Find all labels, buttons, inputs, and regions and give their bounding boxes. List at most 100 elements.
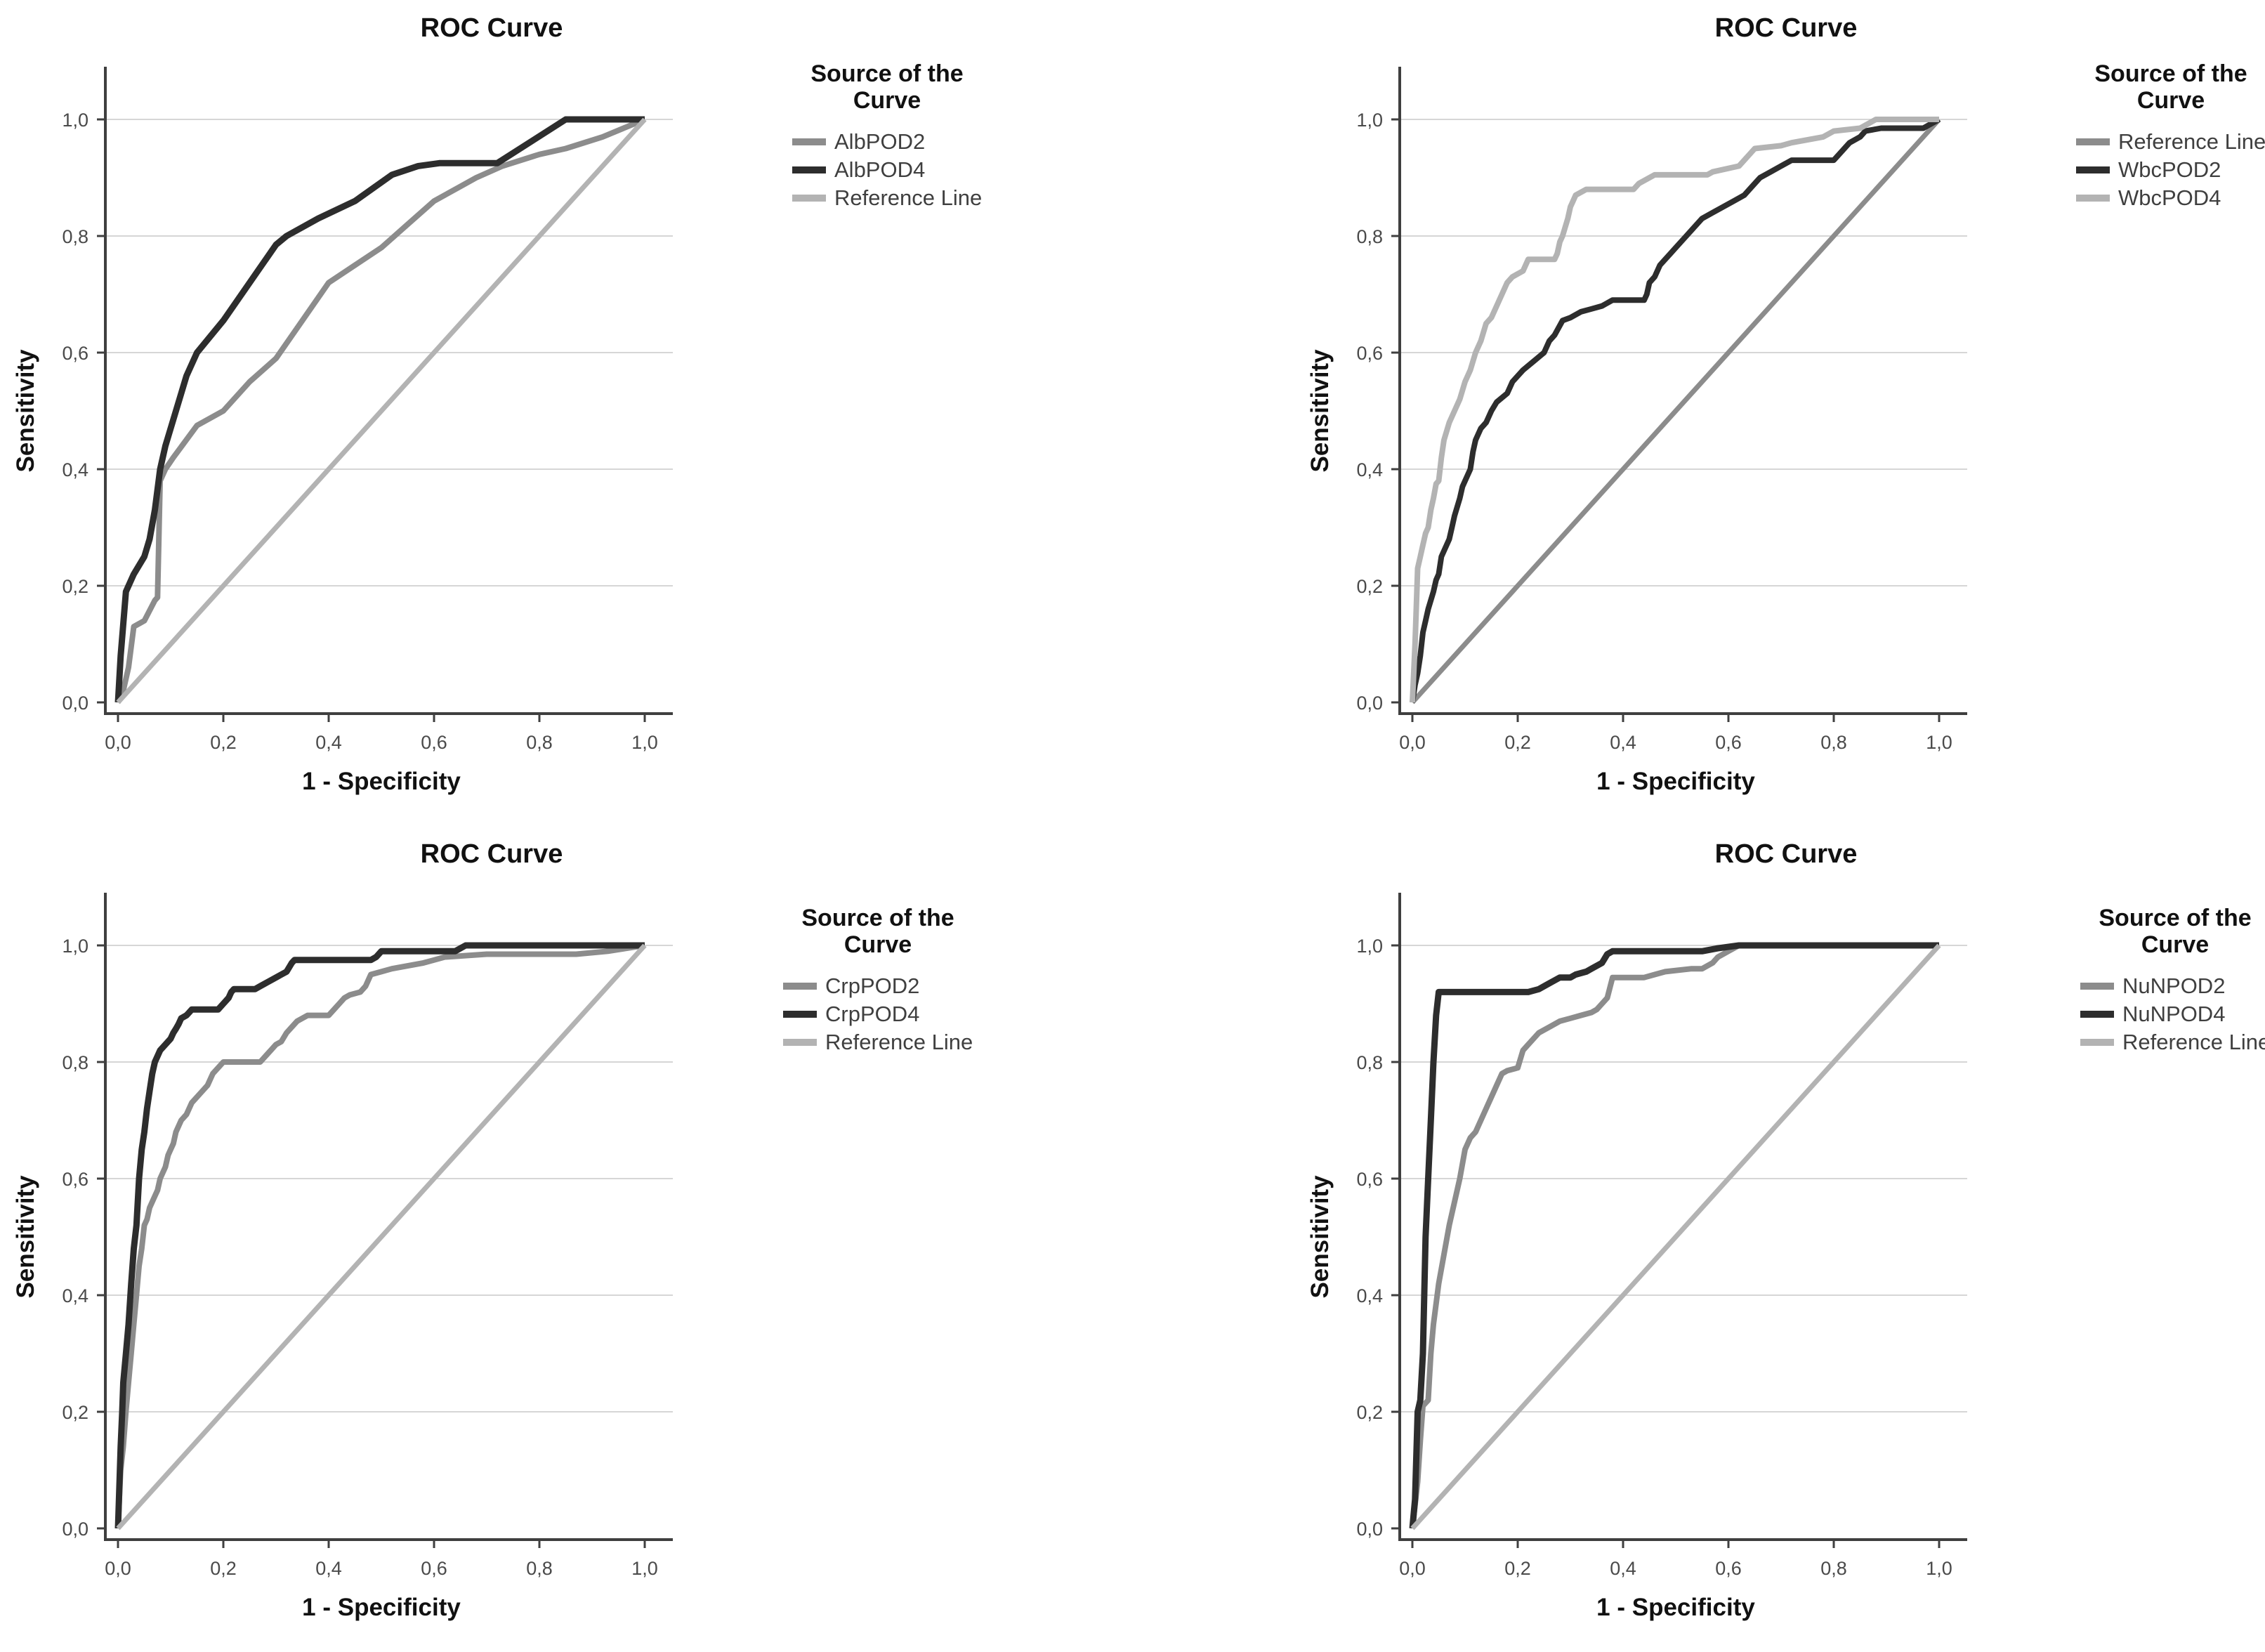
svg-text:0,6: 0,6: [1356, 1169, 1383, 1190]
svg-text:ROC Curve: ROC Curve: [421, 839, 563, 869]
svg-text:0,8: 0,8: [526, 1558, 553, 1579]
legend-item: NuNPOD4: [2080, 1000, 2265, 1028]
svg-text:0,0: 0,0: [105, 732, 131, 753]
svg-text:Sensitivity: Sensitivity: [12, 1175, 39, 1299]
svg-text:0,4: 0,4: [62, 1285, 88, 1306]
svg-text:0,0: 0,0: [62, 693, 88, 714]
svg-text:0,4: 0,4: [62, 459, 88, 480]
svg-text:0,0: 0,0: [1356, 693, 1383, 714]
svg-text:ROC Curve: ROC Curve: [1715, 13, 1858, 43]
legend-line-swatch-icon: [792, 138, 826, 145]
svg-text:1,0: 1,0: [1926, 732, 1952, 753]
roc-plot-canvas-albumin: 0,0 0,2 0,4 0,6 0,8 1,0 0,0 0,2 0,4 0,6 0,8 1,0 ROC …: [12, 13, 673, 795]
svg-text:0,0: 0,0: [1399, 732, 1426, 753]
svg-text:0,2: 0,2: [1356, 1402, 1383, 1423]
svg-text:1,0: 1,0: [1926, 1558, 1952, 1579]
svg-text:0,0: 0,0: [105, 1558, 131, 1579]
legend-line-swatch-icon: [2080, 1039, 2114, 1046]
legend-title: Source of the Curve: [2099, 905, 2252, 958]
svg-text:1 - Specificity: 1 - Specificity: [302, 768, 461, 795]
svg-text:0,2: 0,2: [1356, 576, 1383, 597]
legend-line-swatch-icon: [2076, 166, 2110, 173]
svg-text:1 - Specificity: 1 - Specificity: [1596, 768, 1755, 795]
legend-label: CrpPOD4: [825, 1002, 920, 1026]
legend-item: WbcPOD2: [2076, 156, 2265, 184]
legend-label: AlbPOD2: [834, 129, 926, 154]
svg-text:0,8: 0,8: [62, 1052, 88, 1073]
svg-text:0,2: 0,2: [210, 1558, 237, 1579]
svg-text:0,4: 0,4: [1610, 732, 1636, 753]
svg-text:1,0: 1,0: [631, 1558, 658, 1579]
legend-line-swatch-icon: [783, 983, 817, 990]
legend-title: Source of the Curve: [810, 60, 964, 114]
legend-item: AlbPOD4: [792, 156, 982, 184]
legend-label: WbcPOD4: [2118, 185, 2221, 210]
svg-text:0,8: 0,8: [62, 226, 88, 247]
svg-text:0,8: 0,8: [1356, 226, 1383, 247]
svg-text:0,6: 0,6: [421, 732, 447, 753]
legend-title: Source of the Curve: [2094, 60, 2247, 114]
legend-wbc: Source of the Curve Reference Line WbcPO…: [2076, 60, 2265, 212]
svg-text:1,0: 1,0: [62, 110, 88, 131]
svg-text:ROC Curve: ROC Curve: [421, 13, 563, 43]
svg-text:0,8: 0,8: [1820, 1558, 1847, 1579]
svg-text:0,4: 0,4: [1356, 1285, 1383, 1306]
legend-line-swatch-icon: [792, 195, 826, 202]
svg-text:0,0: 0,0: [62, 1519, 88, 1540]
legend-item: CrpPOD4: [783, 1000, 973, 1028]
legend-line-swatch-icon: [783, 1011, 817, 1018]
svg-text:0,4: 0,4: [1610, 1558, 1636, 1579]
svg-text:0,6: 0,6: [62, 343, 88, 364]
legend-item: CrpPOD2: [783, 972, 973, 1000]
legend-line-swatch-icon: [2076, 195, 2110, 202]
svg-text:0,8: 0,8: [526, 732, 553, 753]
svg-text:1,0: 1,0: [631, 732, 658, 753]
svg-text:0,6: 0,6: [62, 1169, 88, 1190]
svg-text:1,0: 1,0: [1356, 110, 1383, 131]
legend-label: Reference Line: [2118, 129, 2265, 154]
svg-text:1,0: 1,0: [1356, 936, 1383, 957]
legend-item: NuNPOD2: [2080, 972, 2265, 1000]
svg-text:1 - Specificity: 1 - Specificity: [302, 1594, 461, 1621]
legend-nun: Source of the Curve NuNPOD2 NuNPOD4 Refe…: [2080, 905, 2265, 1056]
legend-line-swatch-icon: [2080, 1011, 2114, 1018]
svg-text:0,0: 0,0: [1399, 1558, 1426, 1579]
svg-text:0,8: 0,8: [1356, 1052, 1383, 1073]
svg-text:0,6: 0,6: [1715, 1558, 1742, 1579]
svg-text:0,4: 0,4: [315, 1558, 342, 1579]
svg-text:1 - Specificity: 1 - Specificity: [1596, 1594, 1755, 1621]
legend-line-swatch-icon: [792, 166, 826, 173]
legend-item: Reference Line: [2080, 1028, 2265, 1056]
svg-text:0,6: 0,6: [421, 1558, 447, 1579]
legend-item: WbcPOD4: [2076, 184, 2265, 212]
svg-text:ROC Curve: ROC Curve: [1715, 839, 1858, 869]
legend-label: Reference Line: [2122, 1030, 2265, 1054]
svg-text:1,0: 1,0: [62, 936, 88, 957]
legend-line-swatch-icon: [2076, 138, 2110, 145]
svg-text:0,6: 0,6: [1356, 343, 1383, 364]
svg-text:Sensitivity: Sensitivity: [12, 349, 39, 473]
svg-text:0,2: 0,2: [1504, 732, 1531, 753]
legend-label: NuNPOD4: [2122, 1002, 2226, 1026]
svg-text:0,0: 0,0: [1356, 1519, 1383, 1540]
legend-item: Reference Line: [792, 184, 982, 212]
svg-text:Sensitivity: Sensitivity: [1306, 1175, 1334, 1299]
legend-label: NuNPOD2: [2122, 973, 2226, 998]
roc-plot-canvas-nun: 0,0 0,2 0,4 0,6 0,8 1,0 0,0 0,2 0,4 0,6 0,8 1,0 ROC …: [1306, 839, 1967, 1621]
roc-plot-canvas-crp: 0,0 0,2 0,4 0,6 0,8 1,0 0,0 0,2 0,4 0,6 0,8 1,0 ROC …: [12, 839, 673, 1621]
svg-text:0,4: 0,4: [315, 732, 342, 753]
svg-text:0,8: 0,8: [1820, 732, 1847, 753]
svg-text:0,6: 0,6: [1715, 732, 1742, 753]
legend-line-swatch-icon: [2080, 983, 2114, 990]
legend-label: Reference Line: [834, 185, 983, 210]
legend-label: WbcPOD2: [2118, 157, 2221, 182]
legend-albumin: Source of the Curve AlbPOD2 AlbPOD4 Refe…: [792, 60, 982, 212]
svg-text:0,2: 0,2: [210, 732, 237, 753]
roc-plot-canvas-wbc: 0,0 0,2 0,4 0,6 0,8 1,0 0,0 0,2 0,4 0,6 0,8 1,0 ROC …: [1306, 13, 1967, 795]
legend-label: CrpPOD2: [825, 973, 920, 998]
legend-item: AlbPOD2: [792, 128, 982, 156]
legend-item: Reference Line: [2076, 128, 2265, 156]
legend-title: Source of the Curve: [801, 905, 954, 958]
svg-text:0,2: 0,2: [1504, 1558, 1531, 1579]
